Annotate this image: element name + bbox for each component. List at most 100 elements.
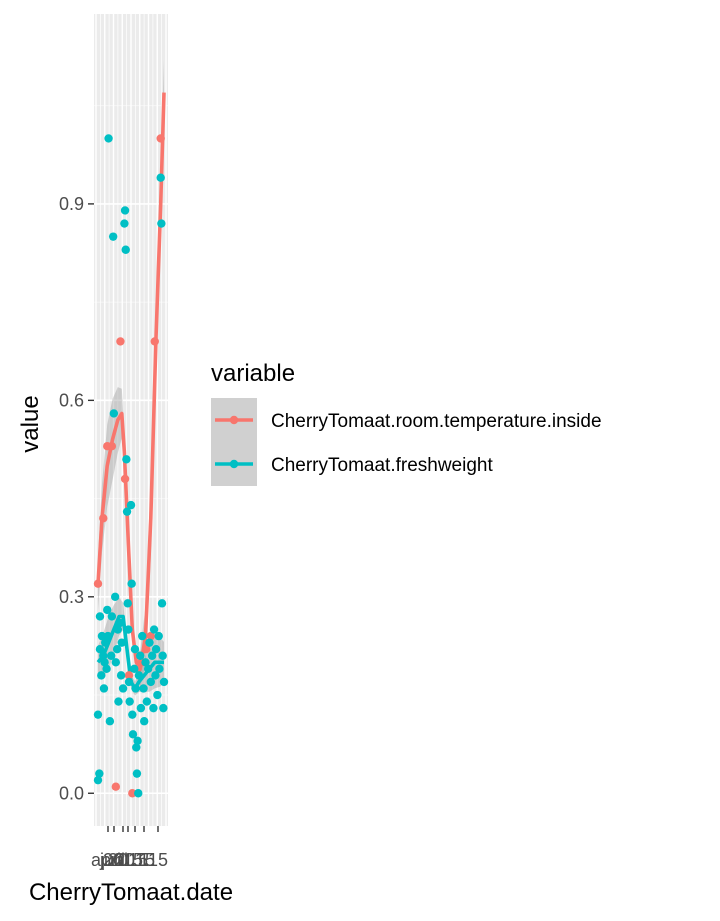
point-series-1-69 — [157, 219, 166, 228]
point-series-1-13 — [103, 631, 113, 641]
point-series-1-40 — [128, 710, 137, 719]
point-series-1-2 — [95, 769, 104, 778]
point-series-1-47 — [133, 736, 142, 746]
point-series-1-31 — [121, 245, 130, 254]
point-series-1-9 — [100, 658, 109, 667]
point-series-1-72 — [159, 703, 168, 713]
point-series-1-38 — [126, 500, 136, 510]
point-series-1-7 — [99, 651, 108, 660]
point-series-1-53 — [139, 684, 148, 693]
y-axis: 0.0 0.3 0.6 0.9 — [59, 194, 94, 803]
point-series-1-3 — [95, 612, 105, 621]
point-series-1-51 — [136, 703, 146, 713]
x-tick-label: 15 — [148, 850, 168, 870]
point-series-1-1 — [93, 710, 103, 719]
point-series-1-10 — [101, 638, 110, 647]
point-series-0-8 — [128, 789, 137, 798]
point-series-1-59 — [146, 677, 155, 687]
point-series-1-22 — [112, 644, 122, 654]
point-series-1-62 — [149, 625, 159, 634]
point-series-1-42 — [130, 664, 139, 674]
point-series-1-25 — [115, 618, 124, 628]
point-series-1-61 — [149, 703, 158, 713]
point-series-1-4 — [95, 644, 105, 654]
point-series-1-43 — [130, 644, 140, 654]
point-series-1-50 — [136, 651, 145, 660]
legend-item-0: CherryTomaat.room.temperature.inside — [211, 398, 602, 442]
point-series-1-37 — [125, 697, 134, 706]
point-series-1-71 — [158, 651, 167, 660]
point-series-1-15 — [105, 717, 115, 726]
x-tick-label: 2015 — [103, 850, 143, 870]
point-series-0-3 — [107, 441, 117, 451]
point-series-1-54 — [140, 717, 149, 726]
point-series-0-14 — [156, 134, 165, 143]
legend-key-point — [229, 415, 239, 425]
x-tick-label: juni — [99, 850, 128, 870]
point-series-1-29 — [120, 219, 129, 228]
point-series-0-0 — [93, 579, 103, 588]
point-series-1-5 — [97, 671, 106, 680]
x-tick-label: 1 — [139, 850, 149, 870]
point-series-1-18 — [108, 232, 118, 241]
x-axis-title: CherryTomaat.date — [29, 879, 233, 906]
point-series-1-0 — [93, 775, 103, 785]
point-series-1-23 — [113, 625, 123, 634]
point-series-1-48 — [134, 789, 143, 798]
x-tick-label: april — [91, 850, 125, 870]
point-series-1-20 — [110, 592, 120, 602]
point-series-1-12 — [103, 605, 112, 615]
point-series-1-41 — [128, 730, 138, 739]
point-series-1-70 — [157, 599, 167, 608]
point-series-1-39 — [127, 579, 136, 588]
point-series-1-6 — [97, 631, 107, 641]
point-series-1-52 — [138, 631, 147, 641]
point-series-0-7 — [124, 671, 134, 680]
point-series-1-64 — [151, 644, 161, 654]
point-series-1-49 — [134, 671, 144, 680]
point-series-1-27 — [117, 638, 126, 647]
point-series-0-1 — [99, 514, 108, 523]
point-series-1-46 — [132, 769, 142, 778]
point-series-1-65 — [153, 690, 162, 700]
x-tick-label: 2015 — [108, 850, 148, 870]
point-series-1-56 — [142, 697, 152, 706]
legend-label: CherryTomaat.room.temperature.inside — [271, 411, 602, 432]
point-series-0-13 — [150, 337, 159, 346]
legend-item-1: CherryTomaat.freshweight — [211, 442, 493, 486]
point-series-1-33 — [122, 507, 132, 516]
data-points — [93, 134, 169, 798]
point-series-1-14 — [104, 134, 113, 143]
point-series-1-68 — [156, 173, 165, 182]
y-tick-label: 0.6 — [59, 390, 84, 410]
point-series-0-11 — [141, 644, 151, 654]
point-series-1-63 — [151, 671, 160, 680]
point-series-1-36 — [124, 677, 134, 687]
legend-label: CherryTomaat.freshweight — [271, 455, 493, 476]
point-series-1-21 — [111, 658, 121, 667]
point-series-1-11 — [102, 664, 111, 674]
y-axis-title: value — [17, 395, 44, 452]
point-series-1-45 — [132, 743, 141, 752]
point-series-0-6 — [120, 474, 130, 484]
point-series-1-55 — [141, 658, 150, 667]
point-series-1-32 — [122, 455, 131, 464]
point-series-1-57 — [143, 664, 153, 674]
point-series-1-17 — [107, 612, 117, 621]
point-series-0-4 — [111, 782, 121, 791]
point-series-1-34 — [123, 599, 132, 608]
point-series-1-58 — [145, 638, 154, 647]
point-series-1-16 — [107, 651, 116, 660]
point-series-1-60 — [147, 651, 157, 660]
point-series-0-5 — [116, 337, 125, 346]
point-series-1-24 — [114, 697, 123, 706]
point-series-1-28 — [118, 684, 128, 693]
point-series-1-67 — [155, 664, 164, 674]
legend-key-point — [229, 459, 239, 469]
point-series-1-73 — [159, 677, 169, 687]
y-tick-label: 0.0 — [59, 783, 84, 803]
point-series-1-35 — [124, 625, 133, 634]
point-series-1-44 — [131, 684, 140, 693]
